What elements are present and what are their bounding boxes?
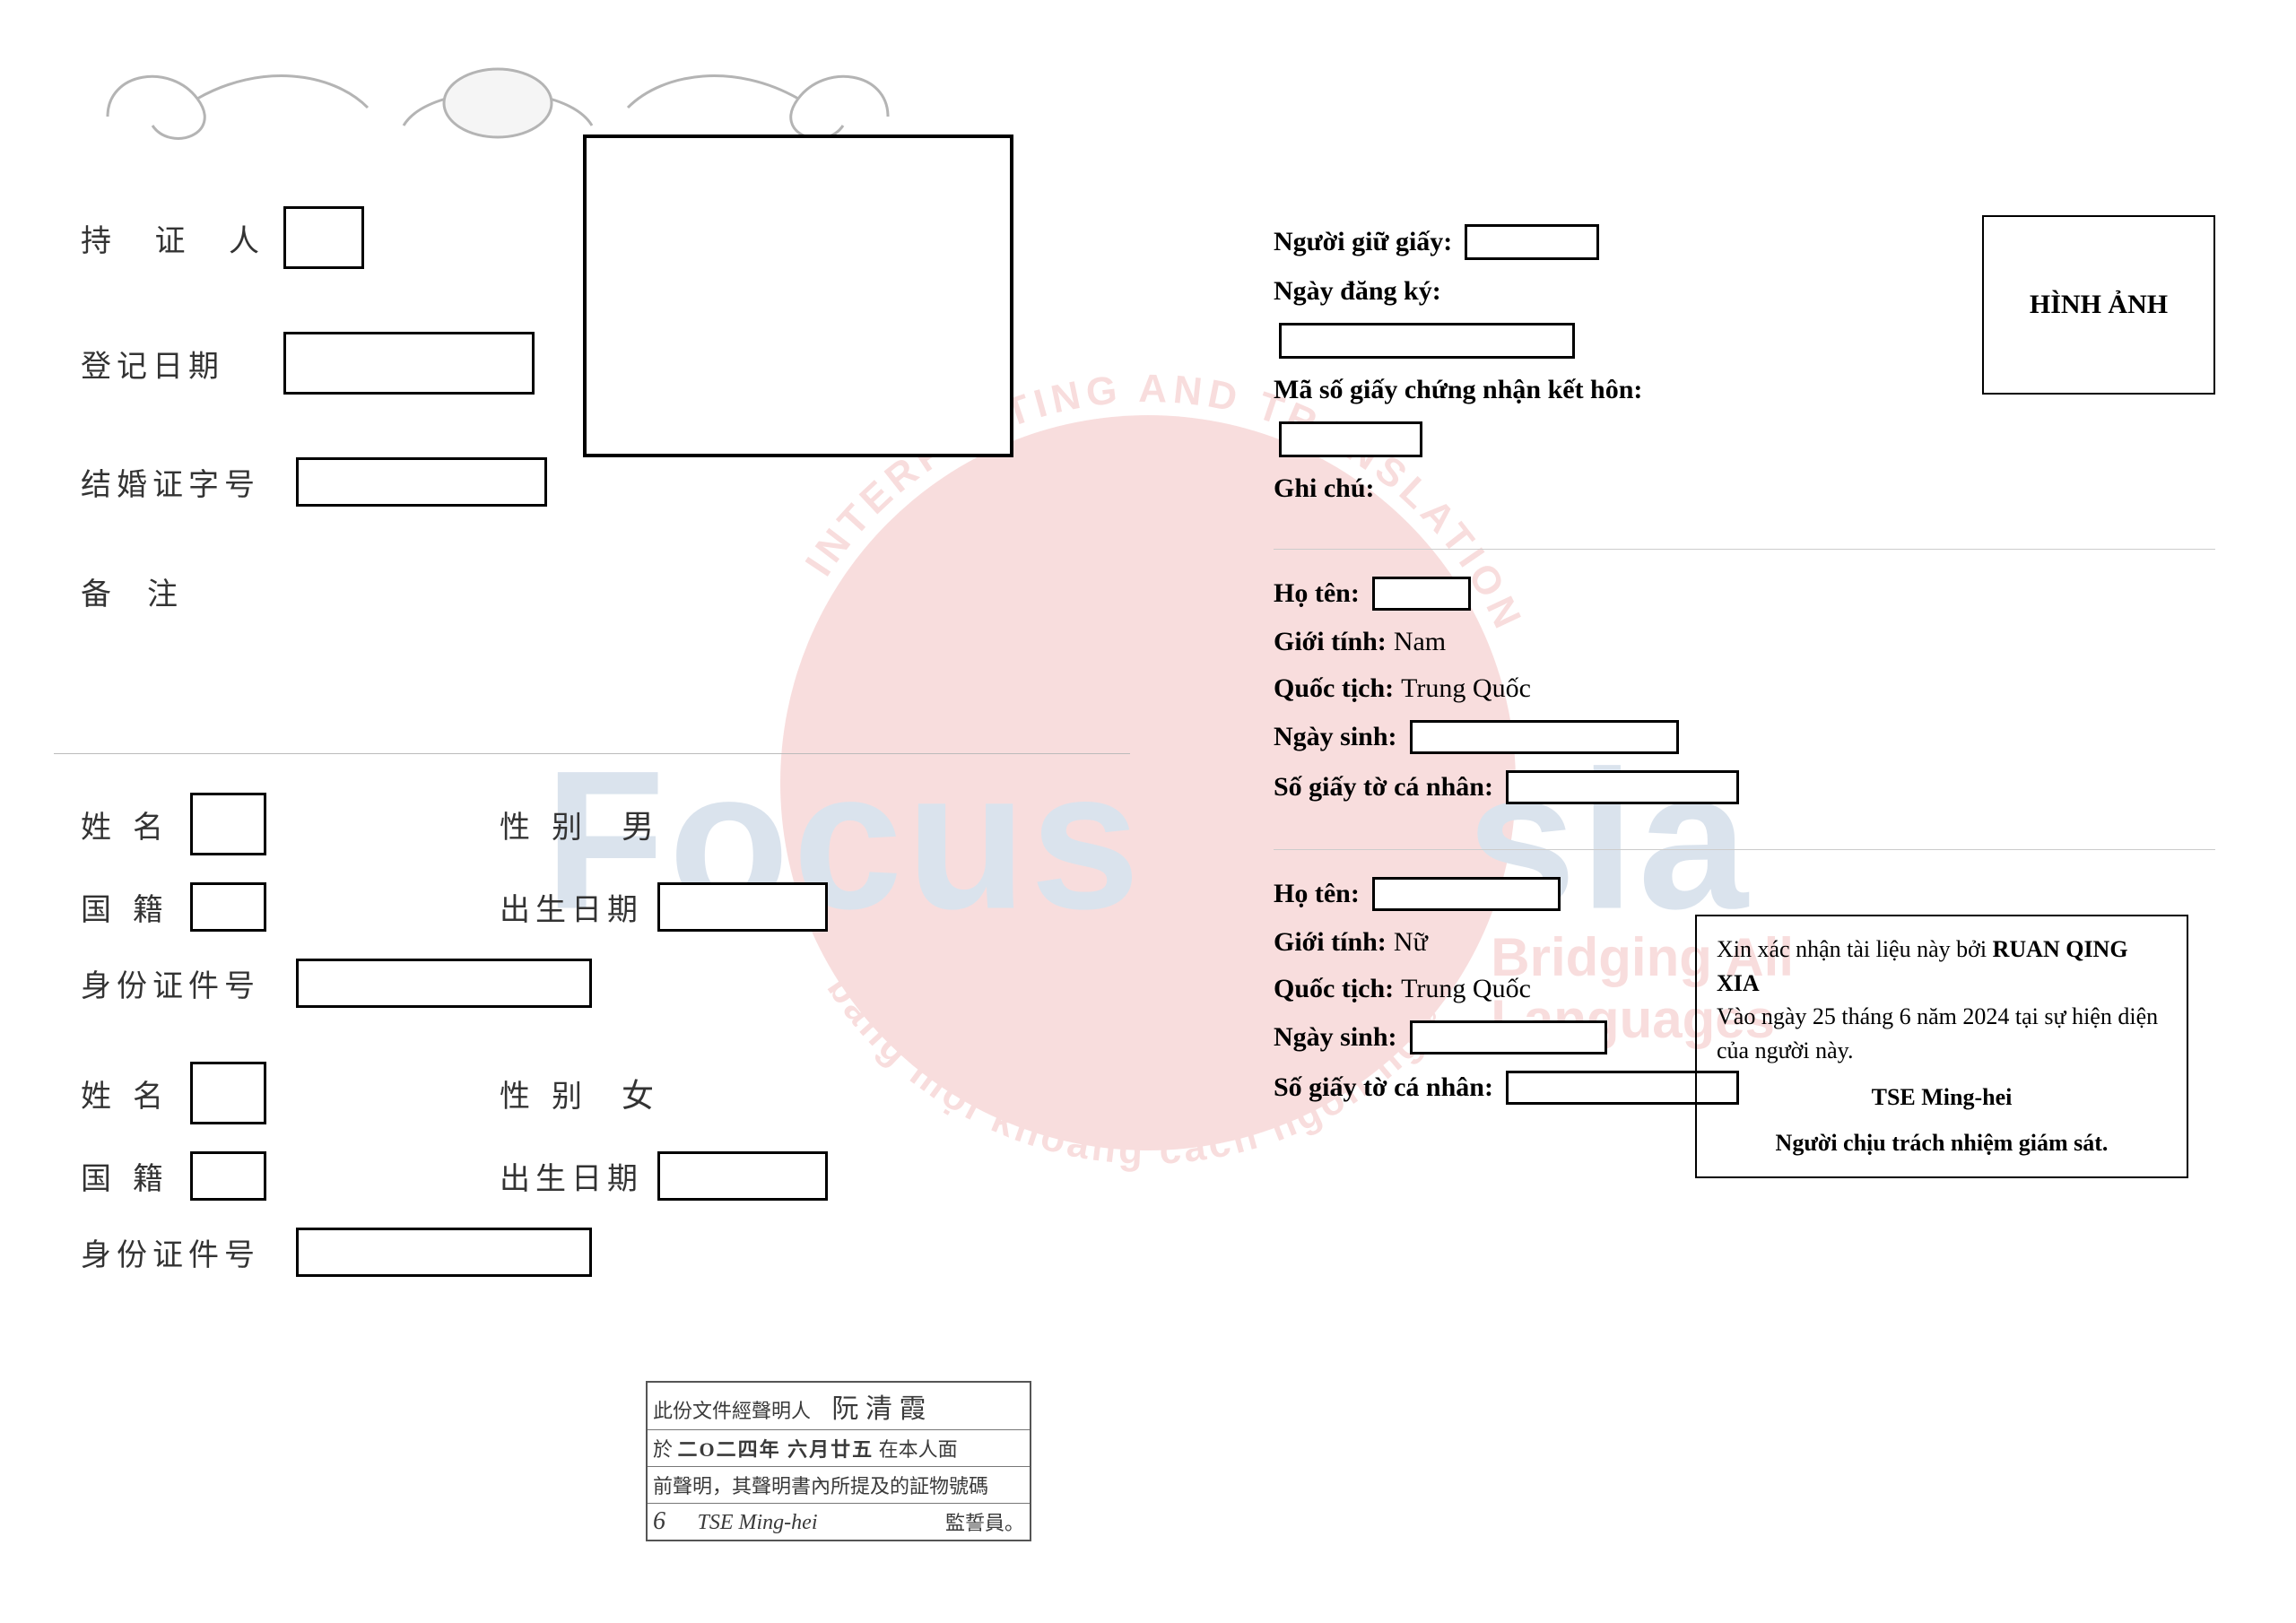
r-p2-nat-label: Quốc tịch: — [1274, 974, 1394, 1004]
separator-line — [54, 753, 1130, 754]
p2-nat-blank — [190, 1151, 266, 1201]
cert-no-blank — [296, 457, 547, 507]
r-p2-name-label: Họ tên: — [1274, 879, 1360, 909]
stamp-r2-date: 二O二四年 六月廿五 — [678, 1438, 874, 1461]
cert-line2: Vào ngày 25 tháng 6 năm 2024 tại sự hiện… — [1717, 1000, 2167, 1067]
r-certno-blank — [1279, 421, 1422, 457]
r-note-label: Ghi chú: — [1274, 473, 1375, 504]
reg-date-blank — [283, 332, 535, 395]
r-p2-gender-label: Giới tính: — [1274, 927, 1387, 958]
stamp-r2-prefix: 於 — [653, 1438, 673, 1461]
person-2-block: 姓名 性别 女 国籍 出生日期 身份证件号 — [81, 1062, 1031, 1277]
p2-name-label: 姓名 — [81, 1072, 185, 1115]
cert-role: Người chịu trách nhiệm giám sát. — [1717, 1126, 2167, 1160]
r-p1-gender-label: Giới tính: — [1274, 627, 1387, 657]
photo-placeholder-large — [583, 135, 1013, 457]
stamp-r4-role: 監誓員。 — [945, 1507, 1024, 1536]
p2-dob-blank — [657, 1151, 828, 1201]
r-holder-blank — [1465, 224, 1599, 260]
p1-id-blank — [296, 959, 592, 1008]
p1-dob-label: 出生日期 — [500, 885, 652, 929]
r-p1-dob-label: Ngày sinh: — [1274, 722, 1397, 752]
r-person-1: Họ tên: Giới tính: Nam Quốc tịch: Trung … — [1274, 549, 2215, 804]
certification-box: Xin xác nhận tài liệu này bởi RUAN QING … — [1695, 915, 2188, 1178]
r-p2-dob-label: Ngày sinh: — [1274, 1022, 1397, 1053]
r-p1-name-blank — [1372, 577, 1471, 611]
r-p1-name-label: Họ tên: — [1274, 578, 1360, 609]
r-p1-dob-blank — [1410, 720, 1679, 754]
p1-gender-value: 男 — [622, 801, 654, 847]
r-regdate-label: Ngày đăng ký: — [1274, 276, 1441, 307]
r-holder-label: Người giữ giấy: — [1274, 227, 1452, 257]
p2-gender-value: 女 — [622, 1070, 654, 1116]
p1-id-label: 身份证件号 — [81, 961, 269, 1005]
r-p2-nat-value: Trung Quốc — [1401, 974, 1531, 1004]
r-p1-nat-value: Trung Quốc — [1401, 673, 1531, 704]
p1-dob-blank — [657, 882, 828, 932]
stamp-r1-prefix: 此份文件經聲明人 — [653, 1400, 811, 1422]
cert-no-label-cn: 结婚证字号 — [81, 460, 278, 504]
stamp-r1-name: 阮 清 霞 — [832, 1394, 926, 1424]
r-certno-label: Mã số giấy chứng nhận kết hôn: — [1274, 375, 1642, 405]
cert-line1: Xin xác nhận tài liệu này bởi RUAN QING … — [1717, 933, 2167, 1000]
p2-id-label: 身份证件号 — [81, 1230, 269, 1274]
r-p2-dob-blank — [1410, 1020, 1607, 1055]
declaration-stamp: 此份文件經聲明人 阮 清 霞 於 二O二四年 六月廿五 在本人面 前聲明，其聲明… — [646, 1381, 1031, 1541]
r-p2-id-label: Số giấy tờ cá nhân: — [1274, 1072, 1493, 1103]
p2-id-blank — [296, 1228, 592, 1277]
p2-dob-label: 出生日期 — [500, 1154, 652, 1198]
p1-nat-blank — [190, 882, 266, 932]
r-p1-id-label: Số giấy tờ cá nhân: — [1274, 772, 1493, 803]
p1-gender-label: 性别 — [500, 803, 604, 846]
photo-placeholder-small: HÌNH ẢNH — [1982, 215, 2215, 395]
r-p2-name-blank — [1372, 877, 1561, 911]
r-p1-gender-value: Nam — [1394, 627, 1446, 657]
r-p2-gender-value: Nữ — [1394, 927, 1428, 958]
photo-label: HÌNH ẢNH — [2030, 290, 2168, 320]
holder-label-cn: 持 证 人 — [81, 216, 278, 260]
r-p1-id-blank — [1506, 770, 1739, 804]
reg-date-label-cn: 登记日期 — [81, 342, 278, 386]
stamp-r4-num: 6 — [653, 1507, 665, 1535]
cert-line1-prefix: Xin xác nhận tài liệu này bởi — [1717, 936, 1993, 962]
stamp-r4-sig: TSE Ming-hei — [698, 1511, 818, 1534]
p2-gender-label: 性别 — [500, 1072, 604, 1115]
p1-name-label: 姓名 — [81, 803, 185, 846]
p1-nat-label: 国籍 — [81, 885, 185, 929]
remark-label-cn: 备注 — [81, 569, 278, 613]
p1-name-blank — [190, 793, 266, 855]
cert-signer: TSE Ming-hei — [1717, 1081, 2167, 1115]
holder-blank — [283, 206, 364, 269]
p2-nat-label: 国籍 — [81, 1154, 185, 1198]
r-p1-nat-label: Quốc tịch: — [1274, 673, 1394, 704]
person-1-block: 姓名 性别 男 国籍 出生日期 身份证件号 — [81, 793, 1031, 1008]
r-regdate-blank — [1279, 323, 1575, 359]
stamp-r2-suffix: 在本人面 — [879, 1438, 958, 1461]
p2-name-blank — [190, 1062, 266, 1124]
stamp-r3: 前聲明，其聲明書內所提及的証物號碼 — [648, 1467, 1030, 1504]
left-panel-chinese: 持 证 人 登记日期 结婚证字号 备注 姓名 性别 男 国籍 — [81, 206, 1031, 1304]
